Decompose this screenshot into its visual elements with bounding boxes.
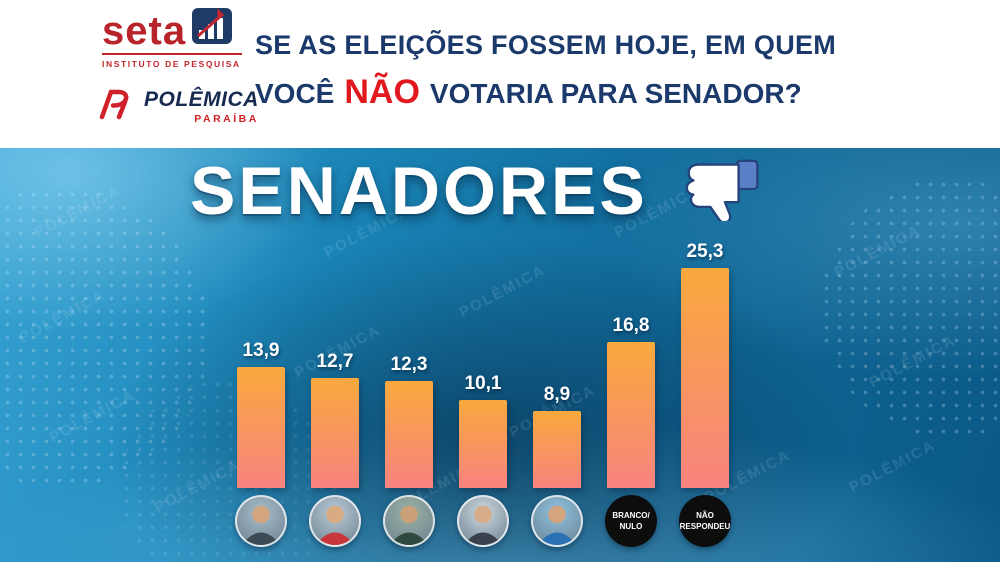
bar-branco-nulo (607, 342, 655, 488)
bar-candidato-5 (533, 411, 581, 488)
bar-column-candidato-2: 12,7 (298, 236, 372, 550)
bar-value-label: 13,9 (242, 340, 280, 361)
label-circle-text: RESPONDEU (679, 521, 731, 531)
polemica-monogram-icon (98, 88, 136, 125)
candidate-photo-1 (235, 495, 287, 547)
seta-chart-icon (192, 8, 233, 49)
chart-panel: POLÊMICA POLÊMICA POLÊMICA POLÊMICA POLÊMICA… (0, 148, 1000, 562)
bar-column-candidato-1: 13,9 (224, 236, 298, 550)
watermark-polemica: POLÊMICA (31, 181, 124, 242)
bar-value-label: 12,7 (316, 351, 354, 372)
bar-value-label: 8,9 (543, 384, 571, 405)
bar-column-candidato-3: 12,3 (372, 236, 446, 550)
watermark-polemica: POLÊMICA (846, 436, 939, 497)
avatar-wrap (531, 488, 583, 550)
bar-value-label: 12,3 (390, 354, 428, 375)
dot-pattern-right (820, 178, 1000, 438)
dot-pattern-left (0, 188, 210, 488)
bar-candidato-2 (311, 378, 359, 488)
question-line2-post: VOTARIA PARA SENADOR? (429, 78, 802, 109)
question-line1: SE AS ELEIÇÕES FOSSEM HOJE, EM QUEM (255, 30, 837, 60)
polemica-logo: POLÊMICA PARAÍBA (98, 88, 259, 125)
polemica-logo-subtitle: PARAÍBA (194, 113, 259, 125)
bar-candidato-4 (459, 400, 507, 488)
question-title: SE AS ELEIÇÕES FOSSEM HOJE, EM QUEM VOCÊ… (255, 30, 875, 112)
watermark-polemica: POLÊMICA (831, 221, 924, 282)
candidate-photo-2 (309, 495, 361, 547)
label-circle-text: NULO (619, 521, 643, 531)
seta-logo-row: seta (102, 8, 262, 53)
question-line2-pre: VOCÊ (255, 78, 335, 109)
watermark-polemica: POLÊMICA (866, 331, 959, 392)
label-circle-nao-respondeu: NÃO RESPONDEU (679, 495, 731, 547)
bar-column-candidato-4: 10,1 (446, 236, 520, 550)
bar-chart: 13,9 12,7 12,3 10,1 8,9 16,8 BRANCO/NULO 25,3 NÃ… (224, 236, 742, 550)
candidate-photo-5 (531, 495, 583, 547)
bar-value-label: 25,3 (686, 241, 724, 262)
avatar-wrap (235, 488, 287, 550)
seta-logo: seta INSTITUTO DE PESQUISA (102, 8, 262, 69)
panel-title: SENADORES (190, 153, 648, 229)
seta-logo-rule (102, 53, 242, 55)
bar-column-nao-respondeu: 25,3 NÃO RESPONDEU (668, 236, 742, 550)
label-circle-branco-nulo: BRANCO/NULO (605, 495, 657, 547)
polemica-logo-text: POLÊMICA (144, 88, 259, 111)
avatar-wrap: BRANCO/NULO (605, 488, 657, 550)
panel-title-row: SENADORES (190, 152, 764, 230)
label-circle-text: BRANCO/ (612, 510, 650, 520)
bar-nao-respondeu (681, 268, 729, 488)
watermark-polemica: POLÊMICA (46, 386, 139, 447)
question-emphasis-nao: NÃO (344, 73, 420, 111)
candidate-photo-3 (383, 495, 435, 547)
avatar-wrap (457, 488, 509, 550)
header: seta INSTITUTO DE PESQUISA (0, 0, 1000, 148)
avatar-wrap: NÃO RESPONDEU (679, 488, 731, 550)
seta-logo-subtitle: INSTITUTO DE PESQUISA (102, 59, 241, 69)
bar-column-branco-nulo: 16,8 BRANCO/NULO (594, 236, 668, 550)
label-circle-text: NÃO (696, 510, 714, 520)
polemica-logo-text-col: POLÊMICA PARAÍBA (144, 88, 259, 125)
avatar-wrap (383, 488, 435, 550)
thumbs-down-icon (668, 157, 764, 226)
bar-candidato-1 (237, 367, 285, 488)
bar-column-candidato-5: 8,9 (520, 236, 594, 550)
bar-value-label: 10,1 (464, 373, 502, 394)
question-line2: VOCÊ NÃO VOTARIA PARA SENADOR? (255, 73, 875, 112)
bar-value-label: 16,8 (612, 315, 650, 336)
seta-logo-text: seta (102, 9, 187, 53)
candidate-photo-4 (457, 495, 509, 547)
avatar-wrap (309, 488, 361, 550)
watermark-polemica: POLÊMICA (16, 286, 109, 347)
bar-candidato-3 (385, 381, 433, 488)
